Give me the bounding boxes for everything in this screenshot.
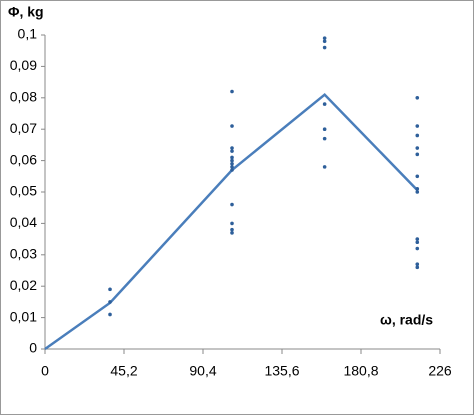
- data-point: [322, 102, 327, 106]
- x-tick-label: 90,4: [189, 363, 216, 379]
- data-point: [230, 124, 234, 128]
- data-point: [230, 227, 234, 232]
- data-point: [230, 158, 234, 163]
- data-point: [230, 168, 234, 172]
- data-point: [415, 124, 420, 128]
- y-tick-label: 0,1: [18, 26, 38, 42]
- data-point: [322, 165, 327, 169]
- data-point: [230, 221, 234, 226]
- data-point: [415, 190, 420, 194]
- data-point: [322, 127, 327, 131]
- data-point: [415, 146, 420, 150]
- data-point: [108, 287, 112, 292]
- y-tick-label: 0,02: [10, 277, 37, 293]
- x-tick-label: 0: [41, 363, 49, 379]
- x-tick-label: 180,8: [343, 363, 378, 379]
- data-point: [230, 231, 234, 235]
- y-tick-label: 0: [29, 340, 37, 356]
- y-tick-label: 0,05: [10, 183, 37, 199]
- y-tick-label: 0,04: [10, 214, 37, 230]
- y-tick-label: 0,03: [10, 246, 37, 262]
- data-point: [230, 149, 234, 153]
- data-point: [230, 202, 234, 207]
- data-point: [415, 174, 420, 179]
- y-tick-label: 0,07: [10, 120, 37, 136]
- data-point: [230, 155, 234, 160]
- data-point: [415, 262, 420, 267]
- data-point: [230, 89, 234, 94]
- data-point: [322, 39, 327, 44]
- y-tick-label: 0,01: [10, 308, 37, 324]
- data-point: [415, 246, 420, 251]
- data-point: [322, 136, 327, 141]
- data-point: [415, 237, 420, 241]
- y-tick-label: 0,09: [10, 57, 37, 73]
- x-tick-label: 45,2: [110, 363, 137, 379]
- data-point: [415, 133, 420, 138]
- data-point: [230, 165, 234, 169]
- x-tick-label: 226: [428, 363, 452, 379]
- data-point: [415, 187, 420, 191]
- data-point: [415, 152, 420, 157]
- data-point: [230, 146, 234, 150]
- y-tick-label: 0,08: [10, 89, 37, 105]
- data-point: [415, 265, 420, 270]
- x-axis-label: ω, rad/s: [380, 312, 433, 328]
- data-point: [322, 36, 327, 40]
- data-point: [108, 312, 112, 317]
- data-point: [415, 96, 420, 100]
- data-point: [415, 240, 420, 245]
- data-point: [230, 161, 234, 166]
- data-point: [108, 300, 112, 304]
- x-tick-label: 135,6: [264, 363, 299, 379]
- y-tick-label: 0,06: [10, 151, 37, 167]
- data-point: [322, 45, 327, 50]
- y-axis-label: Φ, kg: [8, 4, 44, 20]
